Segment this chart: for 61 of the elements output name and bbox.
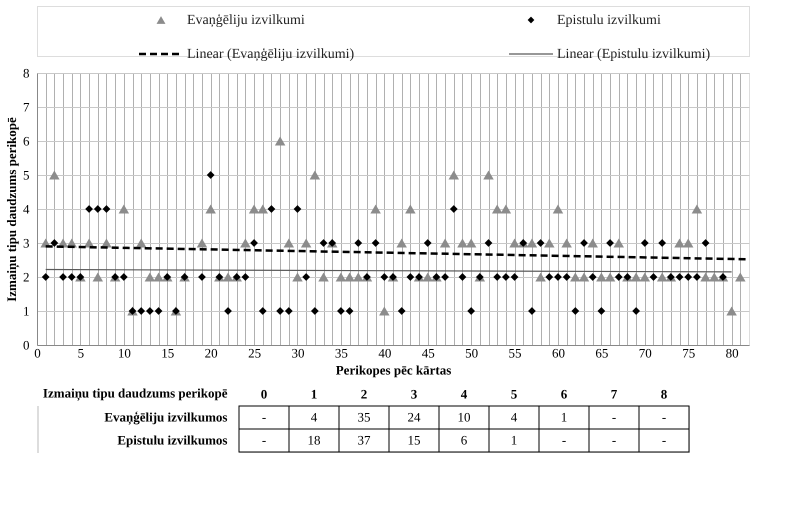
y-tick-label: 8: [23, 66, 30, 80]
x-tick-label: 7: [610, 386, 618, 402]
x-axis-title: Perikopes pēc kārtas: [336, 362, 452, 378]
text: -: [662, 410, 666, 424]
y-tick-label: 1: [23, 304, 30, 318]
y-tick-label: 3: [23, 236, 30, 250]
legend-label: Evaņģēliju izvilkumi: [187, 13, 305, 28]
y-tick-label: 5: [23, 168, 30, 182]
y-tick-label: 4: [23, 202, 30, 216]
data-label: 15: [408, 432, 420, 448]
x-tick-label: 30: [291, 346, 304, 360]
y-tick-label: 6: [23, 134, 30, 148]
x-tick-label: 55: [508, 346, 522, 360]
x-tick-label: 1: [310, 386, 318, 402]
data-label: 4: [310, 410, 318, 424]
x-tick-label: 2: [360, 386, 368, 402]
x-tick-label: 8: [660, 386, 668, 402]
x-tick-label: 80: [726, 346, 739, 360]
x-axis-title: Izmaiņu tipu daudzums perikopē: [42, 386, 228, 402]
data-label: 37: [358, 432, 371, 448]
x-tick-label: 35: [334, 346, 348, 360]
text: -: [262, 410, 266, 424]
x-tick-label: 70: [638, 346, 652, 360]
data-label: 1: [560, 410, 568, 424]
data-label: 6: [460, 432, 468, 448]
x-tick-label: 40: [378, 346, 392, 360]
y-tick-label: Evaņģēliju izvilkumos: [104, 410, 228, 426]
x-tick-label: 20: [204, 346, 218, 360]
text: -: [262, 432, 266, 448]
y-tick-label: 7: [23, 100, 30, 114]
legend-label: Linear (Epistulu izvilkumi): [557, 47, 711, 62]
data-label: 35: [358, 410, 370, 424]
y-axis-title: Izmaiņu tipu daudzums perikopē: [4, 116, 20, 302]
x-tick-label: 50: [465, 346, 478, 360]
data-label: 1: [510, 432, 518, 448]
x-tick-label: 5: [78, 346, 84, 360]
legend-label: Linear (Evaņģēliju izvilkumi): [187, 47, 355, 62]
x-tick-label: 25: [248, 346, 262, 360]
x-tick-label: 45: [422, 346, 435, 360]
text: -: [662, 432, 666, 448]
y-tick-label: 2: [23, 270, 30, 284]
x-tick-label: 15: [161, 346, 174, 360]
x-tick-label: 3: [410, 386, 418, 402]
data-label: 24: [408, 410, 421, 424]
x-tick-label: 0: [260, 386, 268, 402]
x-tick-label: 10: [118, 346, 131, 360]
data-label: 18: [308, 432, 320, 448]
text: -: [612, 410, 616, 424]
legend-label: Epistulu izvilkumi: [557, 13, 661, 28]
x-tick-label: 0: [34, 346, 41, 360]
x-tick-label: 60: [552, 346, 565, 360]
data-label: 10: [458, 410, 470, 424]
x-tick-label: 4: [460, 386, 468, 402]
x-tick-label: 65: [595, 346, 608, 360]
x-tick-label: 6: [560, 386, 568, 402]
text: -: [612, 432, 616, 448]
data-label: 4: [510, 410, 518, 424]
x-tick-label: 75: [682, 346, 696, 360]
x-tick-label: 5: [510, 386, 518, 402]
y-tick-label: Epistulu izvilkumos: [117, 432, 228, 448]
text: -: [562, 432, 566, 448]
